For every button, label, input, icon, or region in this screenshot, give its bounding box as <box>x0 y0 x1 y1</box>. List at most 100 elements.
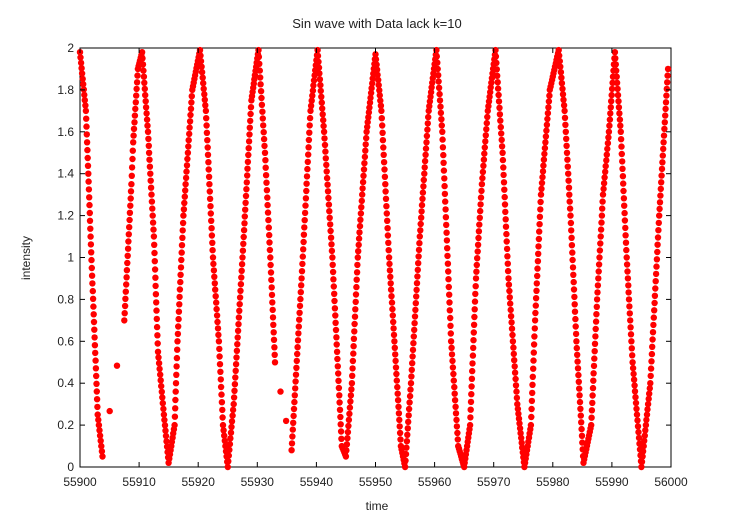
data-point <box>651 299 658 307</box>
data-point <box>320 122 327 130</box>
data-point <box>160 411 168 418</box>
data-point <box>472 283 479 290</box>
data-point <box>206 188 213 195</box>
x-tick-label: 55920 <box>182 475 216 489</box>
data-point <box>234 327 242 334</box>
data-point <box>200 80 207 87</box>
data-point <box>495 98 503 105</box>
data-point <box>277 388 284 395</box>
data-point <box>83 139 91 146</box>
data-point <box>574 358 581 365</box>
data-point <box>559 91 567 98</box>
data-point <box>151 266 159 273</box>
data-point <box>82 102 89 109</box>
data-point <box>575 378 582 385</box>
data-point <box>328 247 336 255</box>
data-point <box>611 49 619 56</box>
data-point <box>391 338 398 345</box>
data-point <box>187 105 195 113</box>
data-point <box>188 99 195 106</box>
data-point <box>402 457 409 464</box>
data-point <box>594 282 602 289</box>
data-point <box>154 348 162 355</box>
data-point <box>420 176 427 184</box>
data-point <box>395 410 403 417</box>
data-point <box>510 350 517 358</box>
data-point <box>221 432 228 439</box>
data-point <box>644 400 652 408</box>
data-point <box>645 395 652 403</box>
data-point <box>508 325 516 332</box>
data-point <box>239 254 246 261</box>
data-point <box>267 269 275 276</box>
data-point <box>318 93 325 101</box>
data-point <box>574 365 582 372</box>
data-point <box>435 84 443 92</box>
data-point <box>264 201 271 209</box>
data-point <box>502 208 509 216</box>
data-point <box>649 343 656 350</box>
data-point <box>296 316 303 323</box>
data-point <box>316 70 323 77</box>
data-point <box>332 319 339 326</box>
data-point <box>147 170 154 177</box>
data-point <box>153 299 160 306</box>
data-point <box>149 212 156 219</box>
data-point <box>143 116 151 123</box>
data-point <box>208 217 215 224</box>
data-point <box>113 362 121 369</box>
data-point <box>379 122 386 129</box>
data-point <box>81 91 88 99</box>
data-point <box>86 194 93 201</box>
data-point <box>393 370 400 378</box>
data-point <box>297 289 304 296</box>
data-point <box>349 372 356 379</box>
data-point <box>506 294 513 301</box>
data-point <box>243 179 250 186</box>
data-point <box>576 385 583 392</box>
data-point <box>375 81 382 89</box>
data-point <box>333 348 341 355</box>
data-point <box>174 330 182 338</box>
data-point <box>406 392 414 400</box>
data-point <box>495 91 502 99</box>
data-point <box>423 139 430 146</box>
data-point <box>334 355 341 363</box>
data-point <box>467 414 474 421</box>
data-point <box>181 199 188 207</box>
data-point <box>206 195 214 202</box>
data-point <box>387 280 394 287</box>
data-point <box>130 132 137 139</box>
data-point <box>377 102 385 109</box>
data-point <box>95 421 103 429</box>
data-point <box>621 209 628 217</box>
data-point <box>122 288 129 295</box>
data-point <box>184 155 191 163</box>
data-point <box>221 437 228 444</box>
data-point <box>648 358 655 365</box>
data-point <box>657 185 664 193</box>
data-point <box>542 133 550 140</box>
data-point <box>133 92 140 99</box>
data-point <box>335 370 342 377</box>
data-point <box>642 427 649 434</box>
data-point <box>625 282 632 289</box>
data-point <box>542 139 549 146</box>
data-point <box>396 423 403 430</box>
data-point <box>382 188 389 195</box>
data-point <box>386 267 394 274</box>
data-point <box>205 173 213 180</box>
data-point <box>320 128 328 135</box>
data-point <box>469 360 476 367</box>
data-point <box>147 177 154 184</box>
data-point <box>662 112 669 119</box>
data-point <box>613 79 621 87</box>
data-point <box>441 175 448 182</box>
data-point <box>269 306 276 314</box>
chart-title: Sin wave with Data lack k=10 <box>292 16 461 31</box>
data-point <box>378 107 385 115</box>
data-point <box>564 156 571 163</box>
data-point <box>216 353 223 360</box>
data-point <box>576 398 584 406</box>
data-point <box>541 144 549 152</box>
